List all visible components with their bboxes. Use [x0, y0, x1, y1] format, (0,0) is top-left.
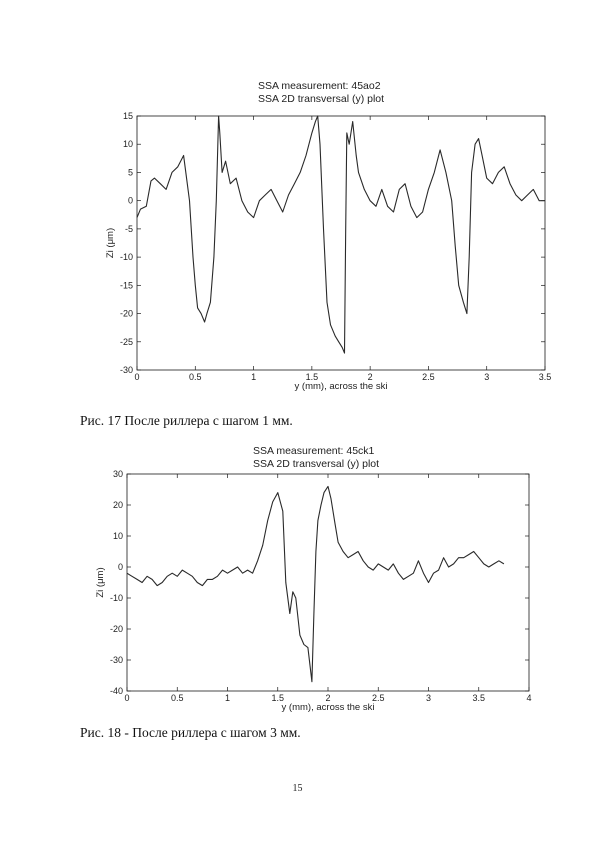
- y-tick-label: -20: [120, 309, 133, 319]
- x-tick-label: 3: [426, 693, 431, 703]
- x-axis-label: y (mm), across the ski: [282, 702, 375, 713]
- figure-18-caption: Рис. 18 - После риллера с шагом 3 мм.: [80, 725, 301, 740]
- y-axis-label: Zi (μm): [95, 567, 106, 597]
- y-axis-label: Zi (μm): [105, 228, 116, 258]
- y-tick-label: 10: [123, 139, 133, 149]
- plot-frame: [126, 473, 530, 692]
- chart-2-subtitle-line: SSA 2D transversal (y) plot: [253, 458, 380, 471]
- x-tick-label: 3: [484, 372, 489, 382]
- y-tick-label: -30: [110, 655, 123, 665]
- x-tick-label: 2.5: [422, 372, 435, 382]
- x-tick-label: 3.5: [472, 693, 485, 703]
- y-tick-label: -25: [120, 337, 133, 347]
- series-line: [136, 115, 545, 354]
- chart-1-subtitle-line: SSA 2D transversal (y) plot: [258, 93, 385, 106]
- x-tick-label: 0: [124, 693, 129, 703]
- y-tick-label: -30: [120, 365, 133, 375]
- x-tick-label: 1.5: [306, 372, 319, 382]
- chart-1-title-line: SSA measurement: 45ao2: [258, 80, 381, 92]
- y-tick-label: 10: [113, 531, 123, 541]
- x-tick-label: 2.5: [372, 693, 385, 703]
- y-tick-label: -10: [110, 593, 123, 603]
- y-tick-label: -15: [120, 280, 133, 290]
- x-tick-label: 4: [526, 693, 531, 703]
- y-tick-label: 15: [123, 111, 133, 121]
- plot-frame: [136, 115, 546, 371]
- x-axis-label: y (mm), across the ski: [295, 381, 388, 392]
- x-tick-label: 2: [325, 693, 330, 703]
- y-tick-label: 30: [113, 469, 123, 479]
- chart-2-title: SSA measurement: 45ck1 SSA 2D transversa…: [253, 445, 379, 471]
- x-tick-label: 0: [134, 372, 139, 382]
- chart-1: 0 0.5 1 1.5 2 2.5 3 3.5 15 10 5 0 -5 -10 -15 -20 -25 -30 y…: [105, 111, 552, 392]
- series-line: [126, 485, 505, 683]
- y-tick-label: 5: [128, 167, 133, 177]
- y-tick-label: -5: [125, 224, 133, 234]
- chart-2-title-line: SSA measurement: 45ck1: [253, 445, 375, 457]
- figure-17-caption: Рис. 17 После риллера с шагом 1 мм.: [80, 413, 293, 428]
- x-tick-label: 0.5: [189, 372, 202, 382]
- x-tick-label: 1: [251, 372, 256, 382]
- page-number: 15: [292, 783, 303, 794]
- y-tick-label: -10: [120, 252, 133, 262]
- y-tick-label: -40: [110, 686, 123, 696]
- x-tick-label: 0.5: [171, 693, 184, 703]
- chart-1-title: SSA measurement: 45ao2 SSA 2D transversa…: [258, 80, 384, 106]
- y-tick-label: -20: [110, 624, 123, 634]
- y-tick-label: 0: [128, 196, 133, 206]
- x-tick-label: 3.5: [539, 372, 552, 382]
- x-tick-label: 1.5: [271, 693, 284, 703]
- y-tick-label: 0: [118, 562, 123, 572]
- x-tick-label: 1: [225, 693, 230, 703]
- y-tick-label: 20: [113, 500, 123, 510]
- chart-2: 0 0.5 1 1.5 2 2.5 3 3.5 4 30 20 10 0 -10 -20 -30 -40 y (m…: [95, 469, 532, 713]
- x-tick-label: 2: [368, 372, 373, 382]
